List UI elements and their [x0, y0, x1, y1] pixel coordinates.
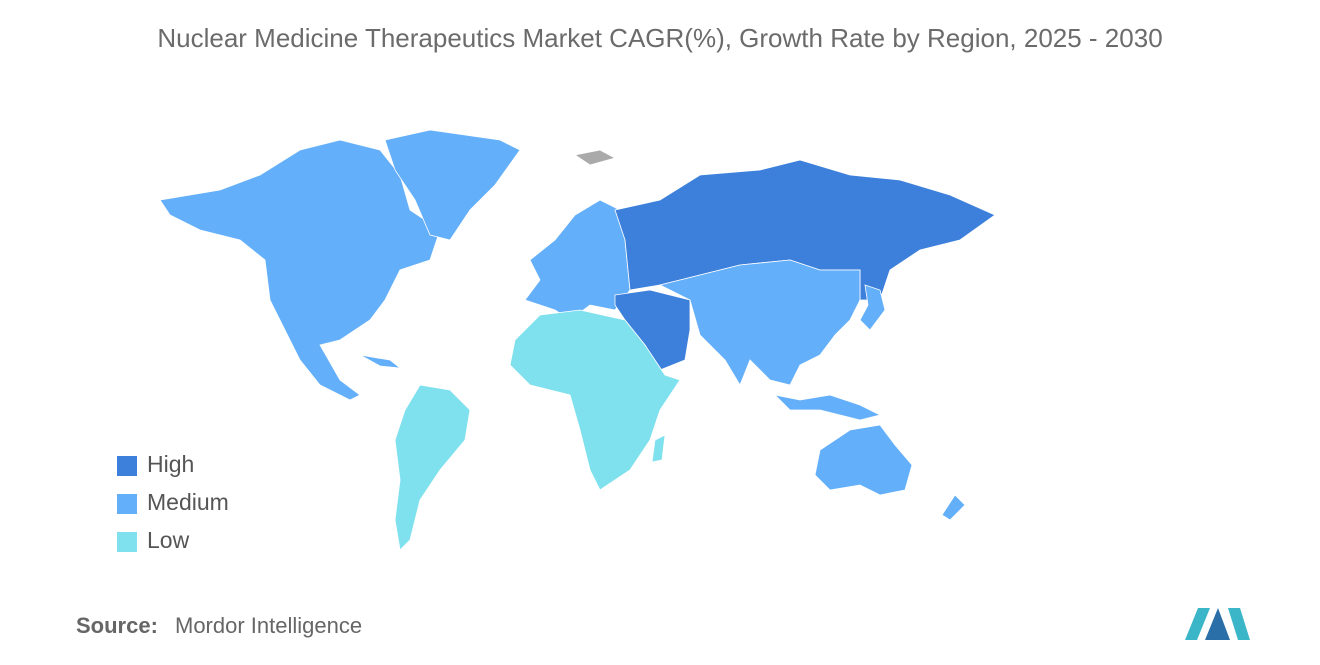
middle-east — [614, 289, 691, 371]
chart-title: Nuclear Medicine Therapeutics Market CAG… — [157, 23, 1162, 53]
world-map — [159, 129, 996, 551]
south-america — [394, 384, 471, 551]
north-america — [159, 139, 441, 401]
logo — [1185, 608, 1250, 640]
new-zealand — [941, 494, 966, 521]
europe — [524, 199, 631, 321]
legend-label: Low — [147, 527, 190, 553]
svalbard — [573, 149, 617, 166]
legend-swatch — [117, 456, 137, 476]
southeast-asia — [773, 394, 882, 421]
legend-label: High — [147, 451, 194, 477]
source-label: Source: — [76, 613, 158, 638]
source-text: Mordor Intelligence — [175, 613, 362, 638]
madagascar — [651, 434, 666, 463]
japan — [859, 284, 886, 331]
legend-swatch — [117, 532, 137, 552]
africa — [509, 309, 681, 491]
caribbean — [359, 354, 402, 369]
asia — [658, 259, 861, 386]
legend-swatch — [117, 494, 137, 514]
australia — [814, 424, 913, 496]
legend: High Medium Low — [117, 451, 229, 553]
greenland — [384, 129, 521, 241]
legend-label: Medium — [147, 489, 229, 515]
